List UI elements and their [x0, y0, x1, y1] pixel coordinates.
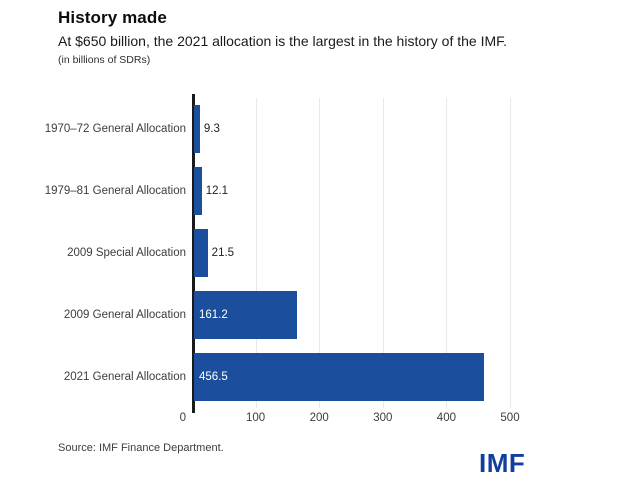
- unit-note: (in billions of SDRs): [58, 53, 151, 66]
- chart-title: History made: [58, 8, 167, 27]
- bars-container: 9.3 12.1 21.5 161.2 456.5: [192, 98, 537, 408]
- x-tick-label: 500: [500, 412, 520, 424]
- category-label: 1979–81 General Allocation: [44, 185, 186, 197]
- chart-subtitle: At $650 billion, the 2021 allocation is …: [58, 33, 508, 49]
- value-label: 21.5: [211, 247, 235, 259]
- y-axis-line: [192, 94, 195, 413]
- value-label: 456.5: [199, 371, 228, 383]
- bar-row: 21.5: [192, 222, 537, 284]
- bar-row: 12.1: [192, 160, 537, 222]
- category-label: 2009 Special Allocation: [67, 247, 186, 259]
- x-tick-label: 300: [373, 412, 393, 424]
- gridline-500: [510, 98, 511, 408]
- gridline-200: [319, 98, 321, 408]
- bar: [194, 167, 202, 215]
- bar: [194, 105, 200, 153]
- imf-logo: IMF: [479, 448, 526, 478]
- value-label: 161.2: [199, 309, 228, 321]
- bar-row: 9.3: [192, 98, 537, 160]
- x-tick-label: 100: [246, 412, 266, 424]
- category-labels: 1970–72 General Allocation 1979–81 Genera…: [44, 98, 192, 408]
- bar-row: 161.2: [192, 284, 537, 346]
- value-label: 12.1: [205, 185, 229, 197]
- x-axis-ticks: 0 100 200 300 400 500: [180, 410, 537, 428]
- gridline-300: [382, 98, 384, 408]
- category-label: 1970–72 General Allocation: [44, 123, 186, 135]
- value-label: 9.3: [203, 123, 220, 135]
- category-label: 2009 General Allocation: [63, 309, 186, 321]
- x-tick-label: 0: [179, 412, 186, 424]
- x-tick-label: 200: [309, 412, 329, 424]
- bar: [194, 291, 297, 339]
- bar-row: 456.5: [192, 346, 537, 408]
- category-label: 2021 General Allocation: [63, 371, 186, 383]
- chart-header: History made At $650 billion, the 2021 a…: [58, 8, 558, 66]
- source-note: Source: IMF Finance Department.: [58, 442, 224, 454]
- bar: [194, 353, 485, 401]
- bar: [194, 229, 208, 277]
- bar-chart: 1970–72 General Allocation 1979–81 Genera…: [44, 94, 537, 424]
- x-tick-label: 400: [436, 412, 456, 424]
- plot-area: 9.3 12.1 21.5 161.2 456.5 0 100 200 300 400 500: [180, 94, 537, 424]
- gridline-100: [255, 98, 257, 408]
- gridline-400: [446, 98, 448, 408]
